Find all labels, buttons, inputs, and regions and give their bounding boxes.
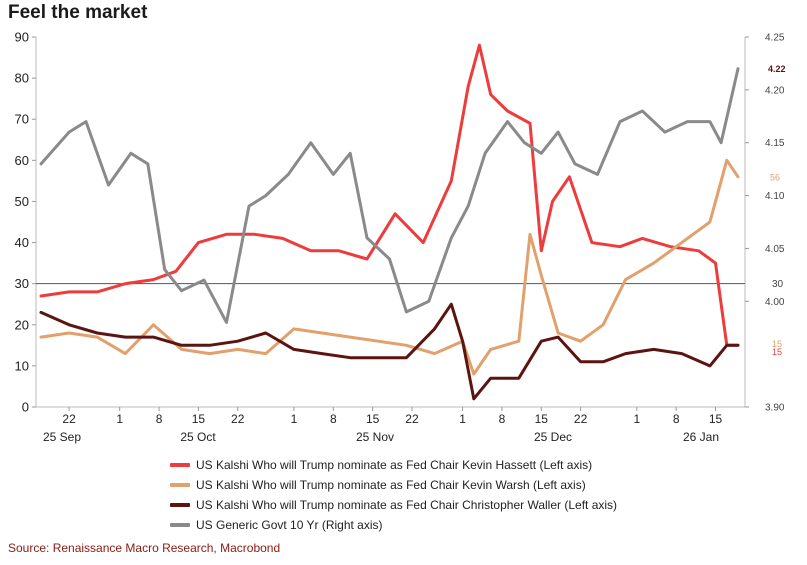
legend-label-waller: US Kalshi Who will Trump nominate as Fed… (196, 498, 618, 512)
right-tick-label: 4.25 (765, 33, 785, 44)
right-tick-label: 4.15 (765, 138, 785, 149)
x-tick-label: 8 (330, 412, 337, 426)
legend-item-waller: US Kalshi Who will Trump nominate as Fed… (170, 495, 617, 515)
right-tick-label: 4.05 (765, 244, 785, 255)
series-line-warsh (39, 158, 740, 376)
x-tick-label: 8 (156, 412, 163, 426)
x-tick-label: 15 (366, 412, 380, 426)
left-tick-label: 0 (22, 400, 29, 415)
x-tick-label: 15 (535, 412, 549, 426)
end-label-hassett: 15 (772, 347, 782, 357)
x-tick-label: 22 (231, 412, 245, 426)
x-tick-label: 1 (116, 412, 123, 426)
x-group-label: 25 Dec (534, 430, 572, 444)
x-tick-label: 15 (709, 412, 723, 426)
legend-item-warsh: US Kalshi Who will Trump nominate as Fed… (170, 475, 617, 495)
legend-swatch-hassett (170, 463, 190, 467)
chart-title: Feel the market (8, 2, 148, 23)
right-tick-label: 4.10 (765, 191, 785, 202)
chart-plot: 0 10 20 30 40 50 60 70 80 90 3.90 4.00 4.05 4.10 4.15 4… (15, 30, 786, 445)
legend-label-warsh: US Kalshi Who will Trump nominate as Fed… (196, 478, 586, 492)
x-group-label: 25 Sep (43, 430, 81, 444)
left-tick-label: 80 (15, 71, 29, 86)
left-tick-label: 20 (15, 317, 29, 332)
left-tick-label: 70 (15, 112, 29, 127)
legend-swatch-govt (170, 523, 190, 527)
x-tick-label: 22 (574, 412, 588, 426)
x-tick-label: 1 (459, 412, 466, 426)
series-line-govt (39, 67, 740, 324)
x-tick-label: 15 (192, 412, 206, 426)
legend-label-govt: US Generic Govt 10 Yr (Right axis) (196, 518, 383, 532)
x-tick-label: 1 (291, 412, 298, 426)
left-tick-label: 60 (15, 153, 29, 168)
legend-swatch-waller (170, 503, 190, 507)
legend-label-hassett: US Kalshi Who will Trump nominate as Fed… (196, 458, 593, 472)
end-label-govt: 4.22 (768, 64, 786, 74)
right-tick-label: 4.00 (765, 297, 785, 308)
x-group-label: 26 Jan (683, 430, 719, 444)
source-note: Source: Renaissance Macro Research, Macr… (8, 541, 281, 555)
left-tick-label: 10 (15, 358, 29, 373)
right-tick-label: 4.20 (765, 85, 785, 96)
x-group-label: 25 Nov (356, 430, 394, 444)
x-tick-label: 1 (633, 412, 640, 426)
right-tick-label: 3.90 (765, 403, 785, 414)
x-tick-label: 22 (62, 412, 76, 426)
left-tick-label: 50 (15, 194, 29, 209)
series-line-hassett (39, 43, 740, 347)
left-tick-label: 40 (15, 235, 29, 250)
legend-item-govt: US Generic Govt 10 Yr (Right axis) (170, 515, 617, 535)
end-label-warsh: 56 (770, 172, 780, 182)
x-group-label: 25 Oct (180, 430, 216, 444)
left-tick-label: 90 (15, 30, 29, 45)
reference-line-label: 30 (772, 279, 784, 290)
series-line-waller (39, 302, 740, 401)
end-label-waller: 15 (772, 339, 782, 349)
x-tick-label: 22 (405, 412, 419, 426)
x-tick-label: 8 (499, 412, 506, 426)
legend-item-hassett: US Kalshi Who will Trump nominate as Fed… (170, 455, 617, 475)
x-tick-label: 8 (673, 412, 680, 426)
legend-swatch-warsh (170, 483, 190, 487)
chart-legend: US Kalshi Who will Trump nominate as Fed… (170, 455, 617, 535)
left-tick-label: 30 (15, 276, 29, 291)
